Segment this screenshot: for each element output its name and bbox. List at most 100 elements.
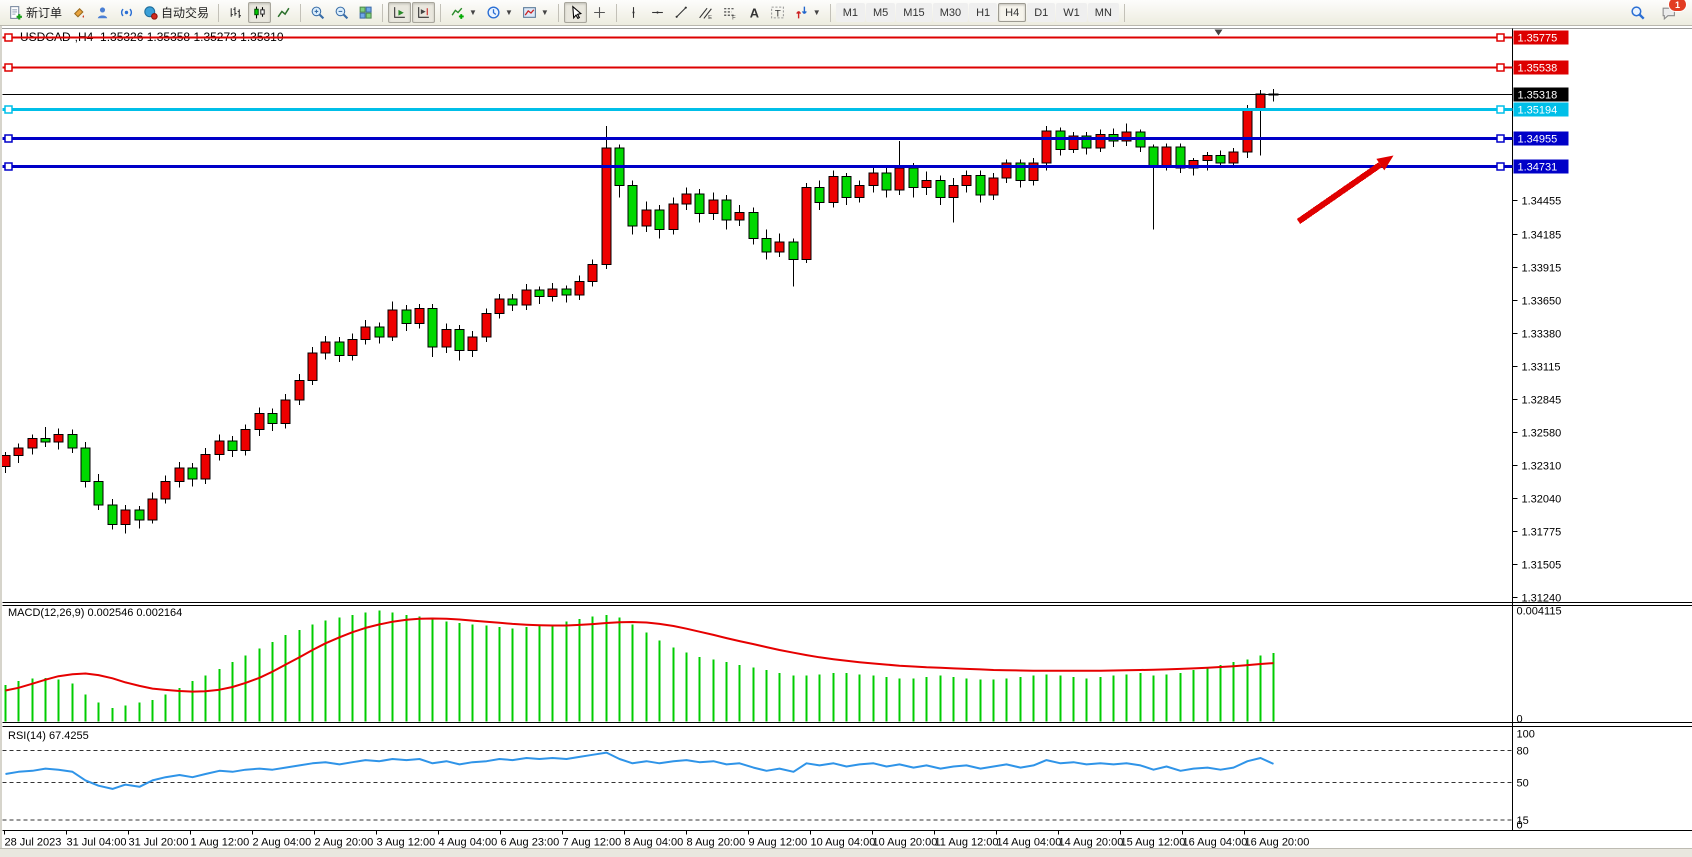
zoom-out-icon (334, 5, 349, 20)
candle (1203, 156, 1212, 161)
candle (281, 400, 290, 423)
price-tick-label: 1.33915 (1522, 263, 1562, 275)
candle (522, 290, 531, 305)
vertical-line-button[interactable] (622, 2, 645, 23)
candle (415, 309, 424, 324)
crosshair-button[interactable] (588, 2, 611, 23)
candle (388, 310, 397, 337)
price-line-handle[interactable] (1497, 34, 1504, 41)
timeframe-d1-button[interactable]: D1 (1027, 3, 1055, 22)
candle (735, 212, 744, 219)
timeframe-h1-button[interactable]: H1 (969, 3, 997, 22)
price-line-handle[interactable] (1497, 64, 1504, 71)
horizontal-line-button[interactable] (646, 2, 669, 23)
svg-text:E: E (708, 15, 712, 20)
autotrading-button[interactable]: 自动交易 (139, 2, 213, 23)
time-label: 31 Jul 04:00 (67, 837, 127, 849)
candle (255, 414, 264, 430)
trend-icon (674, 5, 689, 20)
equidistant-channel-button[interactable]: E (694, 2, 717, 23)
price-line-handle[interactable] (5, 64, 12, 71)
price-line-axis-label: 1.35775 (1518, 33, 1558, 45)
timeframe-m5-button[interactable]: M5 (866, 3, 895, 22)
cursor-button[interactable] (564, 2, 587, 23)
price-line-axis-label: 1.34955 (1518, 134, 1558, 146)
label-button[interactable]: T (766, 2, 789, 23)
fibonacci-button[interactable]: F (718, 2, 741, 23)
chart-window[interactable]: USDCAD-,H4 1.35326 1.35358 1.35273 1.353… (0, 26, 1692, 856)
candle (1096, 135, 1105, 149)
candlestick-chart-button[interactable] (248, 2, 271, 23)
periods-button[interactable]: ▼ (482, 2, 517, 23)
search-button[interactable] (1626, 2, 1649, 23)
tile-windows-button[interactable] (354, 2, 377, 23)
profile-button[interactable] (91, 2, 114, 23)
zoom-out-button[interactable] (330, 2, 353, 23)
price-axis[interactable]: 1.344551.341851.339151.336501.333801.331… (1513, 31, 1569, 832)
rsi-scale-label: 80 (1517, 746, 1529, 758)
templates-button[interactable]: ▼ (518, 2, 553, 23)
candle (295, 380, 304, 400)
candle (428, 309, 437, 347)
autotrade-icon (143, 5, 158, 20)
timeframe-m30-button[interactable]: M30 (933, 3, 968, 22)
candle (1056, 131, 1065, 150)
price-tick-label: 1.34185 (1522, 230, 1562, 242)
timeframe-w1-button[interactable]: W1 (1056, 3, 1087, 22)
indicators-button[interactable]: ▼ (446, 2, 481, 23)
trendline-button[interactable] (670, 2, 693, 23)
rsi-panel (3, 751, 1513, 820)
svg-text:T: T (775, 9, 781, 20)
candle (161, 482, 170, 499)
candle (976, 175, 985, 195)
autoscroll-icon (392, 5, 407, 20)
price-line-axis-label: 1.35318 (1518, 90, 1558, 102)
candle (121, 510, 130, 525)
price-tick-label: 1.33115 (1522, 362, 1561, 374)
time-label: 8 Aug 04:00 (625, 837, 684, 849)
candle (936, 180, 945, 197)
line-chart-button[interactable] (272, 2, 295, 23)
candle (749, 212, 758, 238)
arrows-button[interactable]: ▼ (790, 2, 825, 23)
bucket-icon (71, 5, 86, 20)
timeframe-mn-button[interactable]: MN (1088, 3, 1119, 22)
signals-button[interactable] (115, 2, 138, 23)
bar-chart-button[interactable] (224, 2, 247, 23)
time-label: 16 Aug 04:00 (1183, 837, 1248, 849)
candle (68, 435, 77, 449)
time-label: 11 Aug 12:00 (935, 837, 999, 849)
price-line-handle[interactable] (5, 135, 12, 142)
candle (789, 242, 798, 259)
candle (308, 353, 317, 380)
price-tick-label: 1.32580 (1522, 428, 1562, 440)
chart-canvas[interactable]: 1.344551.341851.339151.336501.333801.331… (0, 26, 1692, 856)
price-line-handle[interactable] (5, 34, 12, 41)
indicators-icon (450, 5, 465, 20)
candle (188, 468, 197, 479)
candle (28, 438, 37, 448)
chart-shift-button[interactable] (412, 2, 435, 23)
new-order-button[interactable]: 新订单 (4, 2, 66, 23)
rsi-scale-label: 100 (1517, 729, 1535, 741)
trend-arrow-shaft[interactable] (1299, 165, 1381, 222)
price-tick-label: 1.32845 (1522, 395, 1562, 407)
price-line-handle[interactable] (5, 163, 12, 170)
text-button[interactable]: A (742, 2, 765, 23)
timeframe-m1-button[interactable]: M1 (836, 3, 865, 22)
candle (548, 289, 557, 296)
price-line-handle[interactable] (1497, 135, 1504, 142)
auto-scroll-button[interactable] (388, 2, 411, 23)
price-line-handle[interactable] (5, 106, 12, 113)
price-lines (3, 34, 1513, 170)
autotrading-label: 自动交易 (161, 4, 209, 21)
price-line-handle[interactable] (1497, 163, 1504, 170)
candle (508, 299, 517, 305)
timeframe-h4-button[interactable]: H4 (998, 3, 1026, 22)
chart-shift-marker[interactable] (1215, 30, 1223, 36)
price-line-handle[interactable] (1497, 106, 1504, 113)
timeframe-m15-button[interactable]: M15 (896, 3, 931, 22)
styler-button[interactable] (67, 2, 90, 23)
zoom-in-button[interactable] (306, 2, 329, 23)
